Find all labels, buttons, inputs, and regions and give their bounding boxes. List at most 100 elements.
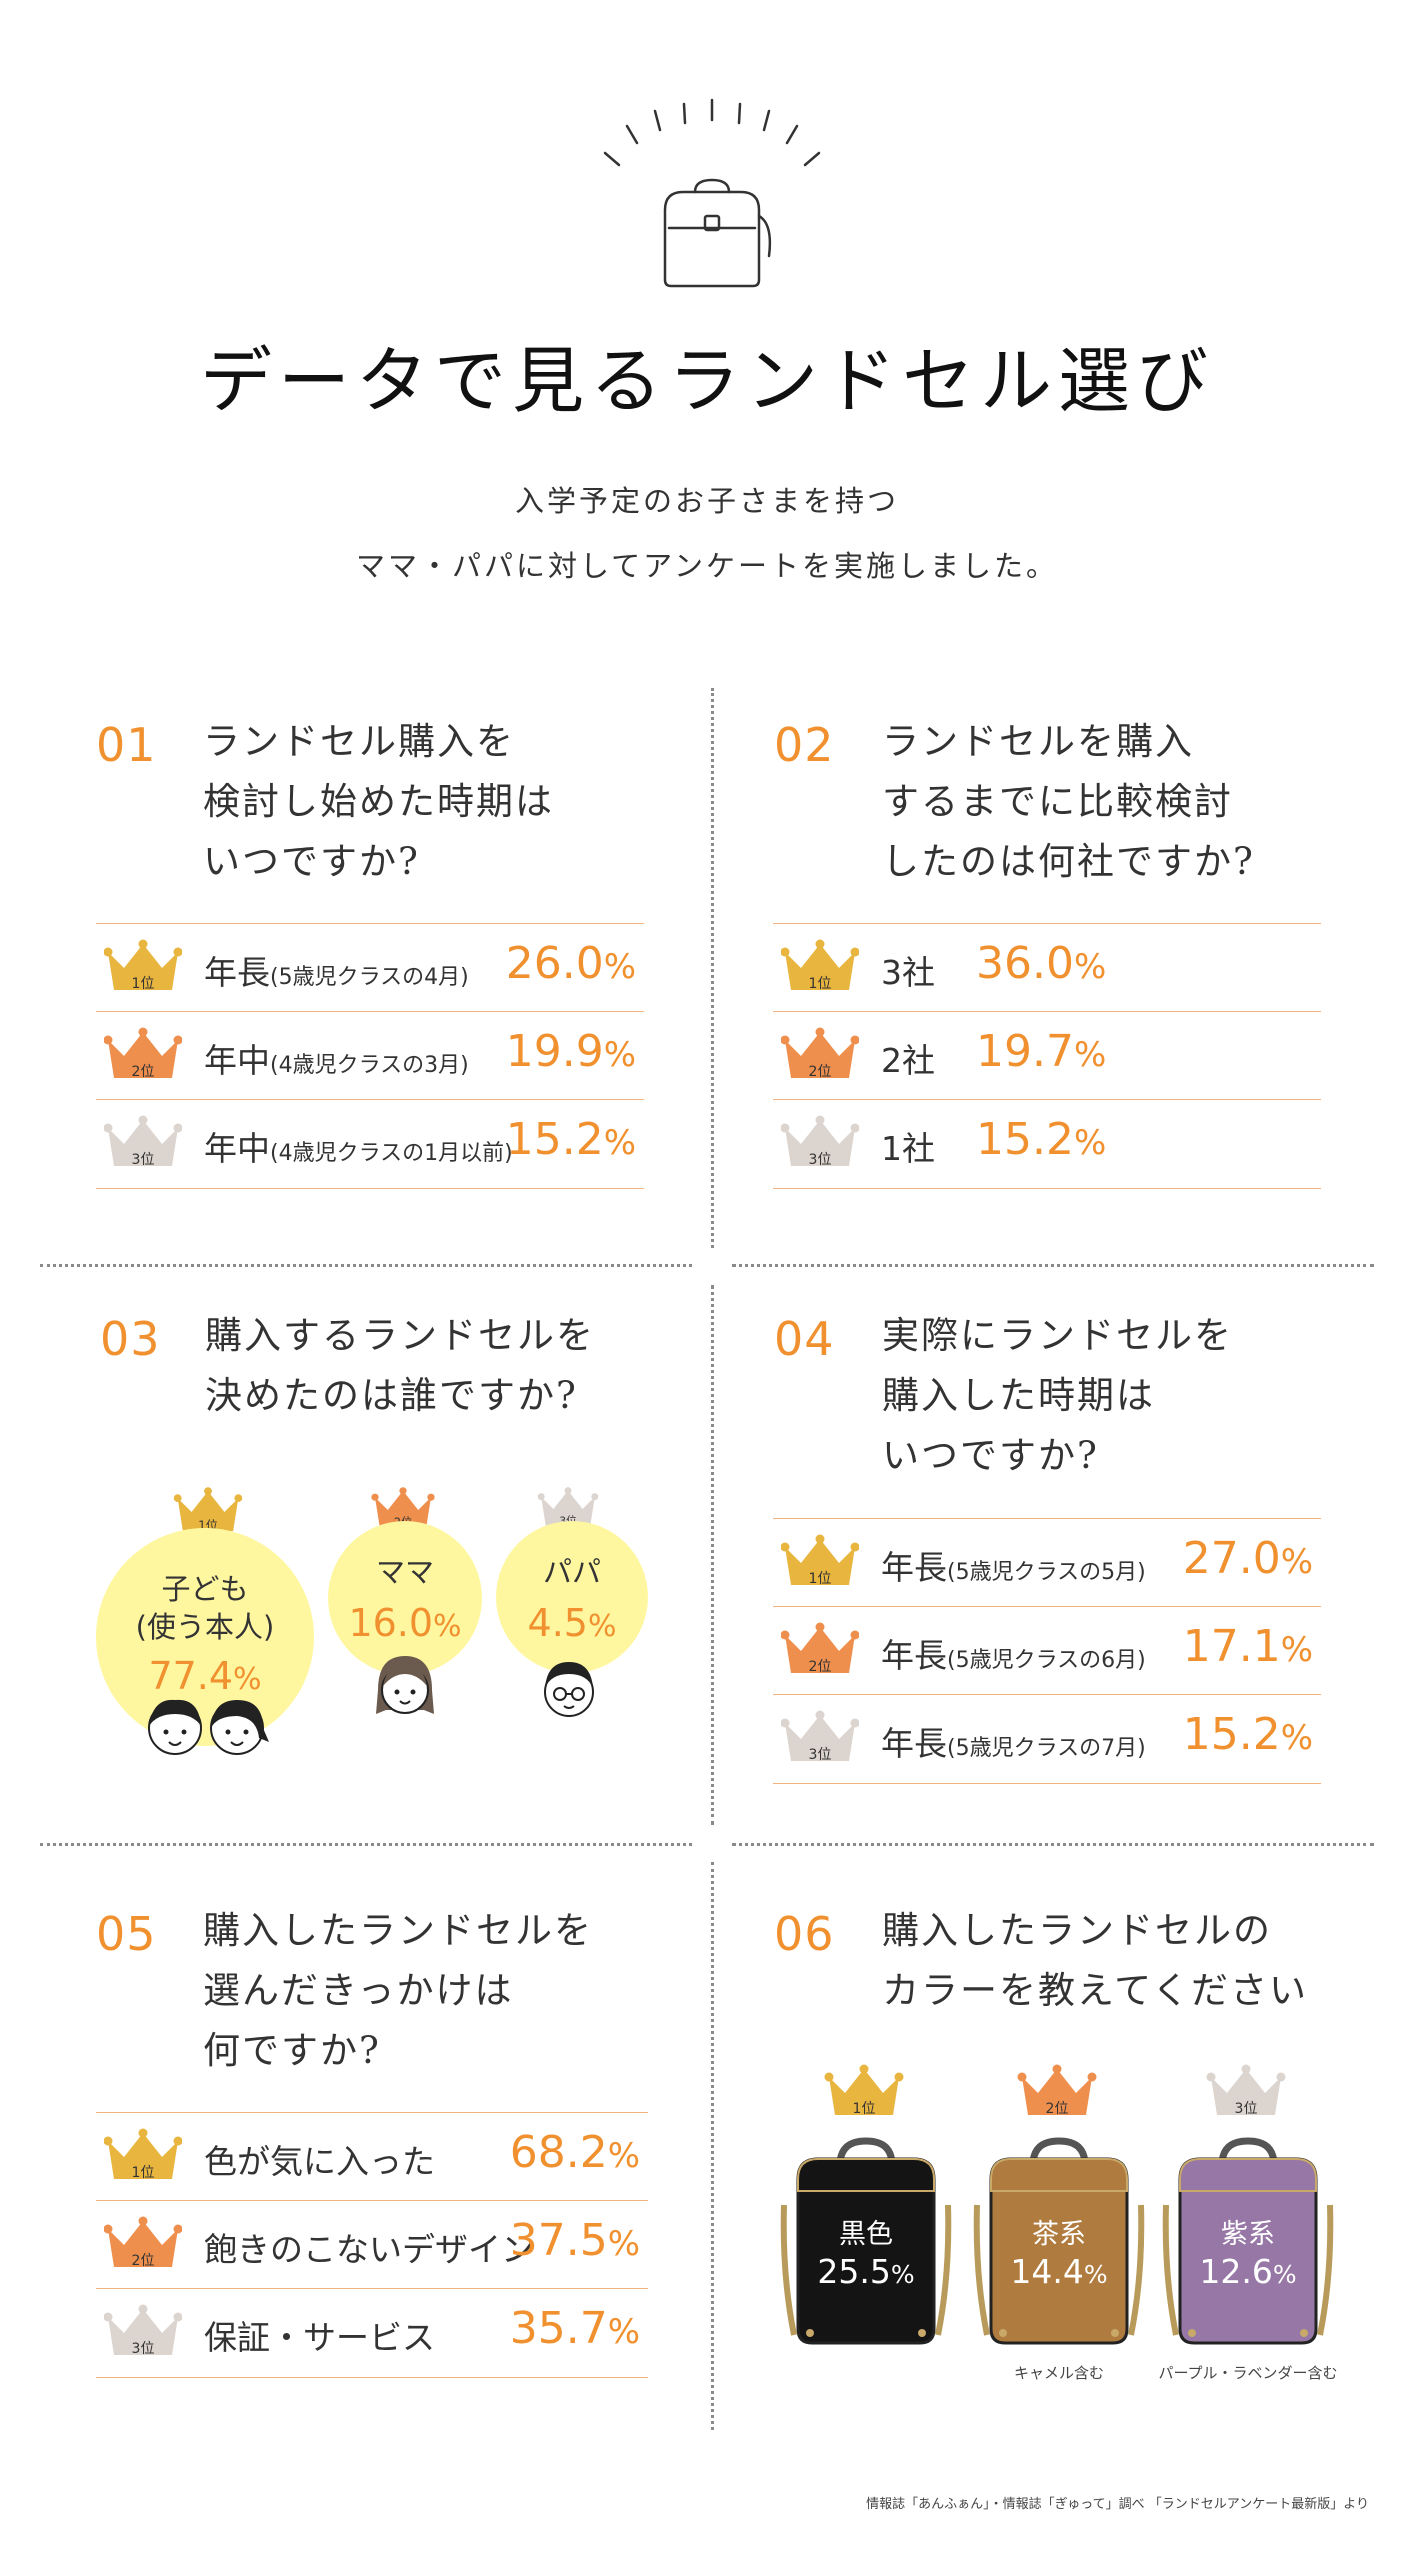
ranking-label: 3社: [881, 953, 935, 992]
crown-icon: 1位: [781, 1534, 859, 1587]
crown-icon: 3位: [781, 1115, 859, 1168]
ranking-value: 15.2%: [976, 1114, 1107, 1165]
ranking-value: 37.5%: [509, 2215, 640, 2266]
ranking-row: 1位 3社 36.0%: [773, 923, 1321, 1012]
color-name: 紫系: [1221, 2219, 1275, 2250]
result-circle: ママ 16.0%: [328, 1521, 482, 1675]
randoseru-bag: [973, 2137, 1145, 2345]
rank-badge: 3位: [132, 2341, 155, 2357]
rank-badge: 1位: [809, 976, 832, 992]
question-text: 実際にランドセルを 購入した時期は いつですか?: [882, 1314, 1233, 1477]
ranking-label: 年長(5歳児クラスの7月): [881, 1724, 1146, 1763]
rank-badge: 3位: [809, 1747, 832, 1763]
page-title: データで見るランドセル選び: [199, 339, 1214, 423]
ranking-row: 2位 年中(4歳児クラスの3月) 19.9%: [96, 1011, 644, 1100]
result-value: 77.4%: [148, 1654, 262, 1698]
question-number: 02: [774, 718, 835, 772]
children-illustration: [148, 1699, 269, 1755]
ranking-row: 1位 年長(5歳児クラスの4月) 26.0%: [96, 923, 644, 1012]
ranking-sublabel: (5歳児クラスの4月): [270, 965, 469, 990]
result-value: 4.5%: [527, 1601, 617, 1645]
rank-badge: 1位: [132, 976, 155, 992]
ranking-value: 19.7%: [976, 1026, 1107, 1077]
ranking-sublabel: (5歳児クラスの7月): [947, 1736, 1146, 1761]
question-text: ランドセル購入を 検討し始めた時期は いつですか?: [203, 720, 554, 883]
question-text: 購入したランドセルを 選んだきっかけは 何ですか?: [203, 1909, 593, 2072]
question-text: 購入したランドセルの カラーを教えてください: [882, 1909, 1309, 2012]
rank-badge: 2位: [809, 1659, 832, 1675]
ranking-value: 26.0%: [505, 938, 636, 989]
question-number: 04: [774, 1312, 835, 1366]
ranking-row: 2位 年長(5歳児クラスの6月) 17.1%: [773, 1606, 1321, 1695]
crown-icon: 2位: [1017, 2064, 1097, 2117]
bag-text: 紫系 12.6%: [1160, 2212, 1336, 2302]
vertical-divider: [711, 688, 714, 1248]
ranking-row: 3位 保証・サービス 35.7%: [96, 2288, 648, 2378]
ranking-label: 飽きのこないデザイン: [204, 2230, 534, 2269]
ranking-value: 36.0%: [976, 938, 1107, 989]
intro-line: 入学予定のお子さまを持つ: [514, 484, 899, 518]
question-number: 05: [96, 1907, 157, 1961]
ranking-row: 3位 年中(4歳児クラスの1月以前) 15.2%: [96, 1099, 644, 1189]
question-text: ランドセルを購入 するまでに比較検討 したのは何社ですか?: [882, 720, 1255, 883]
color-name: 茶系: [1032, 2219, 1086, 2250]
ranking-row: 3位 年長(5歳児クラスの7月) 15.2%: [773, 1694, 1321, 1784]
question-text: 購入するランドセルを 決めたのは誰ですか?: [205, 1314, 595, 1417]
crown-icon: 3位: [1206, 2064, 1286, 2117]
ranking-row: 1位 色が気に入った 68.2%: [96, 2112, 648, 2201]
ranking-label: 年中(4歳児クラスの1月以前): [204, 1129, 513, 1168]
bag-text: 茶系 14.4%: [971, 2212, 1147, 2302]
horizontal-divider: [732, 1264, 1374, 1267]
ranking-label: 年長(5歳児クラスの6月): [881, 1636, 1146, 1675]
ranking-row: 3位 1社 15.2%: [773, 1099, 1321, 1189]
color-value: 25.5%: [817, 2252, 915, 2291]
intro-line: ママ・パパに対してアンケートを実施しました。: [356, 549, 1058, 583]
color-name: 黒色: [839, 2219, 893, 2250]
question-number: 03: [100, 1312, 161, 1366]
rank-badge: 1位: [809, 1571, 832, 1587]
respondent-subname: (使う本人): [135, 1610, 275, 1644]
ranking-value: 17.1%: [1182, 1621, 1313, 1672]
ranking-value: 35.7%: [509, 2303, 640, 2354]
ranking-row: 2位 飽きのこないデザイン 37.5%: [96, 2200, 648, 2289]
source-note: 情報誌「あんふぁん」・情報誌「ぎゅって」調べ 「ランドセルアンケート最新版」より: [866, 2497, 1369, 2512]
ranking-row: 2位 2社 19.7%: [773, 1011, 1321, 1100]
crown-icon: 3位: [104, 2304, 182, 2357]
vertical-divider: [711, 1862, 714, 2430]
result-value: 16.0%: [348, 1601, 462, 1645]
color-note: キャメル含む: [1013, 2364, 1104, 2382]
ranking-label: 2社: [881, 1041, 935, 1080]
horizontal-divider: [40, 1264, 692, 1267]
ranking-label: 年長(5歳児クラスの4月): [204, 953, 469, 992]
rank-badge: 2位: [132, 2253, 155, 2269]
respondent-name: 子ども: [161, 1572, 249, 1606]
randoseru-icon: [603, 98, 821, 288]
crown-icon: 1位: [781, 939, 859, 992]
rank-badge: 2位: [809, 1064, 832, 1080]
dad-illustration: [544, 1662, 594, 1717]
ranking-label: 年中(4歳児クラスの3月): [204, 1041, 469, 1080]
ranking-label: 1社: [881, 1129, 935, 1168]
color-note: パープル・ラベンダー含む: [1158, 2364, 1338, 2382]
crown-icon: 2位: [104, 2216, 182, 2269]
ranking-sublabel: (4歳児クラスの1月以前): [270, 1141, 513, 1166]
mom-illustration: [376, 1656, 434, 1714]
rank-badge: 3位: [132, 1152, 155, 1168]
rank-badge: 2位: [1046, 2101, 1069, 2117]
rank-badge: 3位: [1235, 2101, 1258, 2117]
rank-badge: 3位: [809, 1152, 832, 1168]
horizontal-divider: [732, 1843, 1374, 1846]
ranking-value: 68.2%: [509, 2127, 640, 2178]
respondent-name: パパ: [542, 1555, 601, 1589]
ranking-row: 1位 年長(5歳児クラスの5月) 27.0%: [773, 1518, 1321, 1607]
rank-badge: 1位: [853, 2101, 876, 2117]
result-circle: 子ども (使う本人) 77.4%: [96, 1528, 314, 1746]
color-value: 14.4%: [1010, 2252, 1108, 2291]
ranking-sublabel: (5歳児クラスの6月): [947, 1648, 1146, 1673]
crown-icon: 1位: [104, 939, 182, 992]
bag-text: 黒色 25.5%: [778, 2212, 954, 2302]
ranking-value: 27.0%: [1182, 1533, 1313, 1584]
respondent-name: ママ: [375, 1555, 434, 1589]
crown-icon: 1位: [104, 2128, 182, 2181]
question-number: 06: [774, 1907, 835, 1961]
